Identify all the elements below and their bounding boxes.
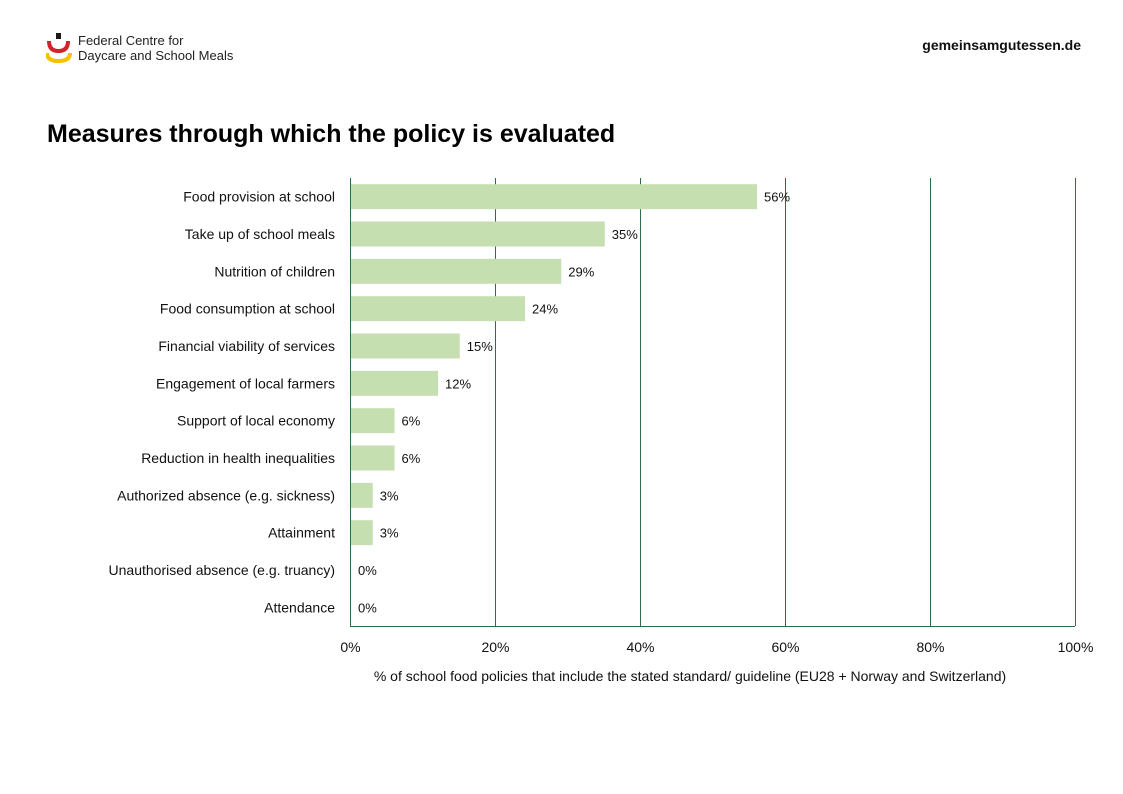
category-label: Food consumption at school [160, 301, 335, 317]
data-label: 6% [402, 451, 421, 466]
category-label: Financial viability of services [158, 338, 335, 354]
website-link[interactable]: gemeinsamgutessen.de [922, 37, 1081, 53]
data-label: 56% [764, 190, 790, 205]
logo: Federal Centre for Daycare and School Me… [46, 32, 286, 66]
category-labels: Food provision at school Take up of schoo… [109, 189, 336, 616]
data-label: 0% [358, 600, 377, 615]
category-label: Take up of school meals [185, 226, 335, 242]
x-tick-labels: 0% 20% 40% 60% 80% 100% [340, 639, 1093, 655]
category-label: Unauthorised absence (e.g. truancy) [109, 562, 335, 578]
bar [351, 296, 525, 322]
x-tick-label: 60% [771, 639, 799, 655]
x-tick-label: 100% [1058, 639, 1094, 655]
bar [351, 258, 562, 284]
data-label: 12% [445, 376, 471, 391]
bar [351, 370, 438, 396]
bar [351, 482, 373, 508]
x-axis-label: % of school food policies that include t… [374, 668, 1006, 684]
x-tick-label: 40% [626, 639, 654, 655]
category-label: Engagement of local farmers [156, 375, 335, 391]
bar [351, 520, 373, 546]
x-tick-label: 80% [916, 639, 944, 655]
bar [351, 445, 395, 471]
category-label: Food provision at school [183, 189, 335, 205]
category-label: Reduction in health inequalities [141, 450, 335, 466]
category-label: Attendance [264, 599, 335, 615]
data-label: 15% [467, 339, 493, 354]
data-label: 3% [380, 526, 399, 541]
org-name-line2: Daycare and School Meals [78, 48, 234, 63]
data-label: 24% [532, 302, 558, 317]
logo-mark-icon [46, 33, 72, 64]
x-tick-label: 20% [481, 639, 509, 655]
category-label: Authorized absence (e.g. sickness) [117, 487, 335, 503]
org-name: Federal Centre for Daycare and School Me… [78, 33, 233, 63]
category-label: Attainment [268, 525, 335, 541]
data-labels: 56% 35% 29% 24% 15% 12% 6% 6% 3% 3% 0% 0% [358, 190, 790, 616]
data-label: 0% [358, 563, 377, 578]
data-label: 3% [380, 488, 399, 503]
data-label: 29% [568, 264, 594, 279]
bars [351, 184, 757, 546]
bar [351, 333, 460, 359]
gridlines [350, 178, 1076, 627]
category-label: Support of local economy [177, 413, 335, 429]
data-label: 6% [402, 414, 421, 429]
bar [351, 184, 757, 210]
category-label: Nutrition of children [214, 263, 335, 279]
bar [351, 408, 395, 434]
data-label: 35% [612, 227, 638, 242]
bar [351, 221, 605, 247]
x-tick-label: 0% [340, 639, 360, 655]
chart-title: Measures through which the policy is eva… [47, 120, 616, 148]
org-name-line1: Federal Centre for [78, 33, 184, 48]
